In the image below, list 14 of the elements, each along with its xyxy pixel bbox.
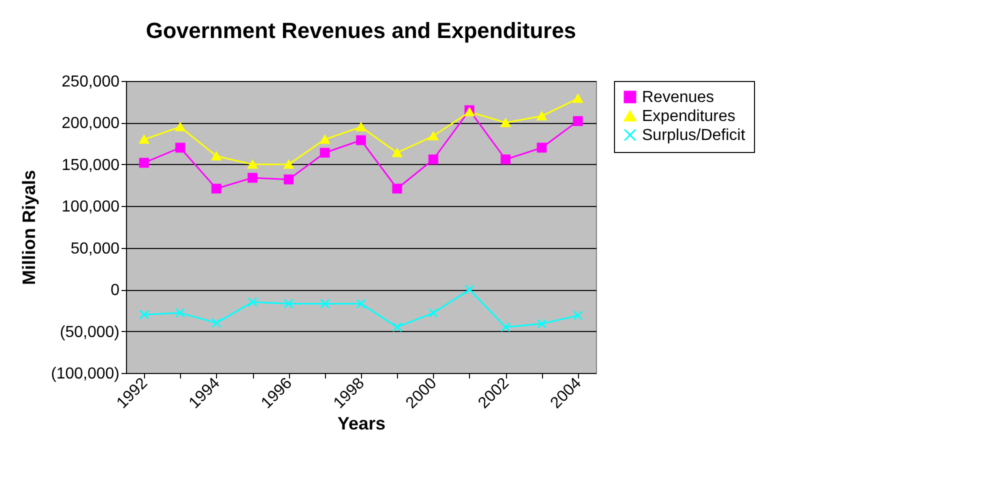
y-tick-label: (50,000) xyxy=(60,324,120,341)
x-axis-title: Years xyxy=(337,413,386,434)
y-tick-label: 250,000 xyxy=(62,74,120,90)
legend-label: Surplus/Deficit xyxy=(642,127,746,144)
y-tick-label: (100,000) xyxy=(51,366,120,382)
y-axis-title: Million Riyals xyxy=(19,170,40,286)
y-tick-label: 200,000 xyxy=(62,115,120,132)
legend-label: Revenues xyxy=(642,89,714,106)
y-tick-label: 150,000 xyxy=(62,156,120,174)
legend-label: Expenditures xyxy=(642,108,736,125)
y-tick-label: 100,000 xyxy=(62,198,120,216)
y-tick-label: 0 xyxy=(110,282,120,300)
y-tick-label: 50,000 xyxy=(70,240,120,258)
chart-title: Government Revenues and Expenditures xyxy=(146,18,576,43)
